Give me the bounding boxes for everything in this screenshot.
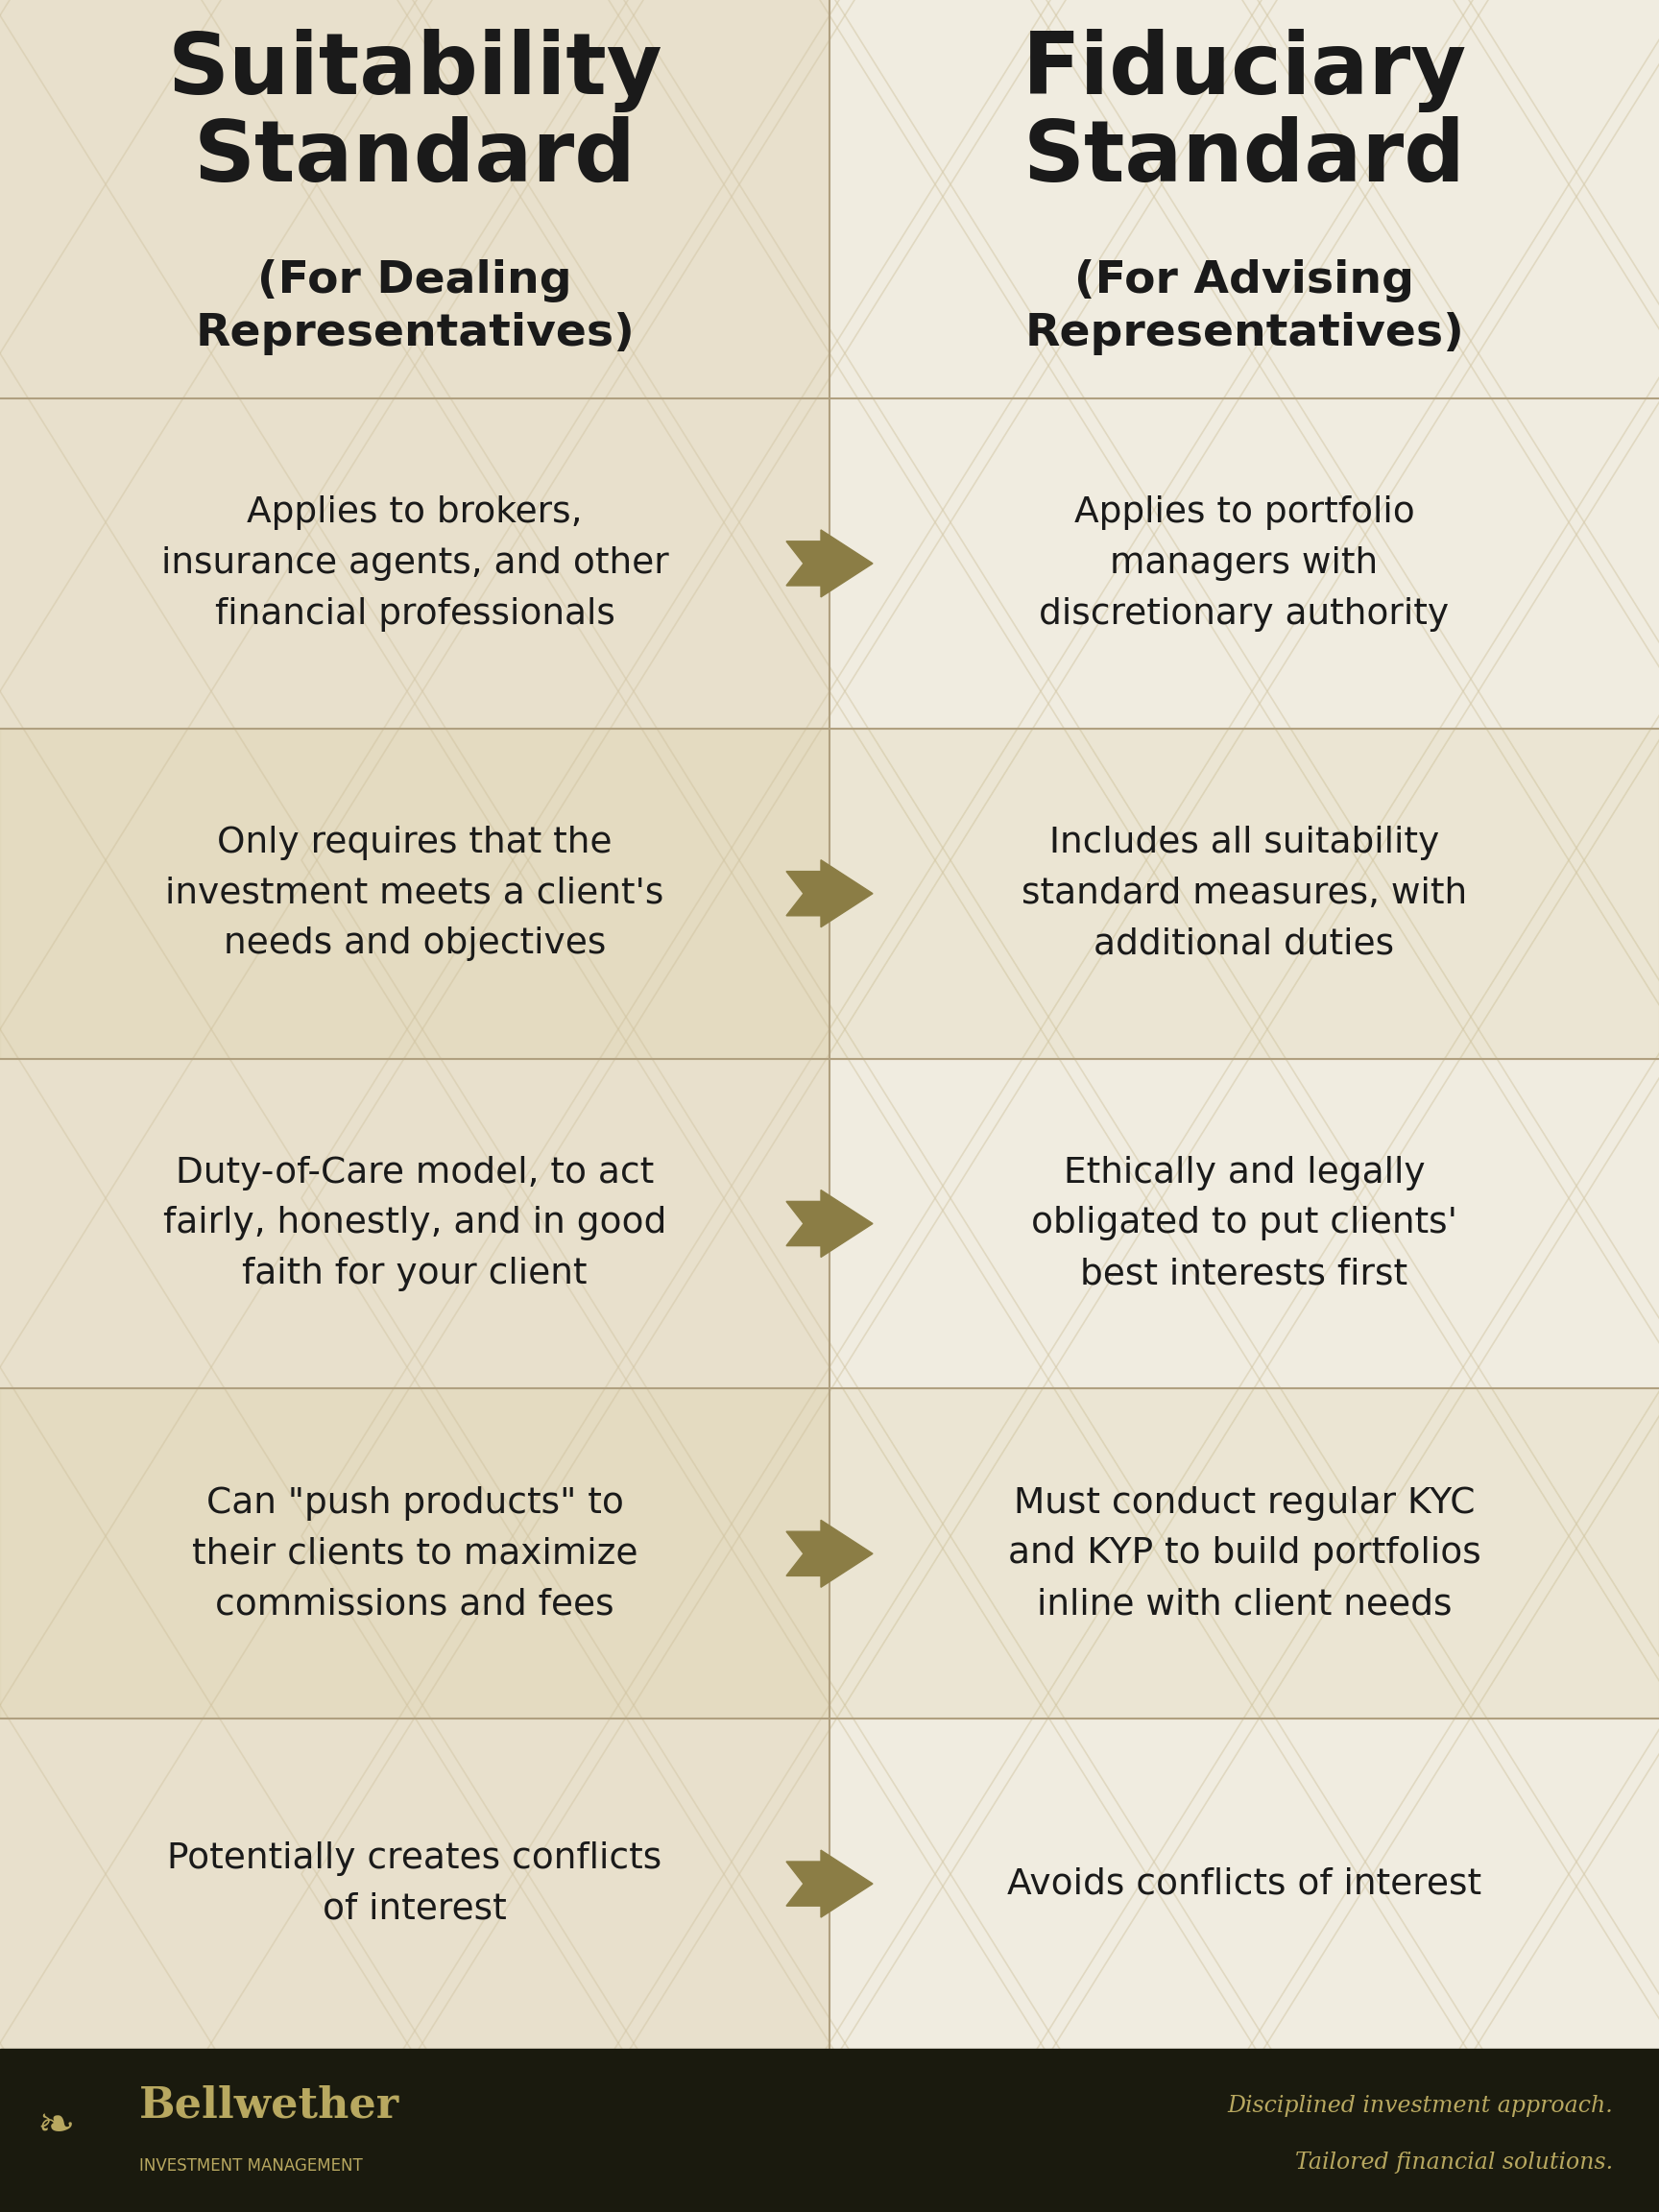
- Text: Potentially creates conflicts
of interest: Potentially creates conflicts of interes…: [168, 1840, 662, 1927]
- Text: Applies to brokers,
insurance agents, and other
financial professionals: Applies to brokers, insurance agents, an…: [161, 495, 669, 630]
- Polygon shape: [786, 860, 873, 927]
- Text: Suitability
Standard: Suitability Standard: [168, 29, 662, 199]
- Bar: [0, 728, 1659, 1060]
- Text: Fiduciary
Standard: Fiduciary Standard: [1022, 29, 1467, 199]
- Text: Duty-of-Care model, to act
fairly, honestly, and in good
faith for your client: Duty-of-Care model, to act fairly, hones…: [163, 1155, 667, 1292]
- Text: Includes all suitability
standard measures, with
additional duties: Includes all suitability standard measur…: [1022, 825, 1467, 962]
- Text: (For Dealing
Representatives): (For Dealing Representatives): [196, 259, 634, 356]
- Text: Tailored financial solutions.: Tailored financial solutions.: [1296, 2152, 1613, 2174]
- Polygon shape: [786, 1520, 873, 1588]
- Text: Applies to portfolio
managers with
discretionary authority: Applies to portfolio managers with discr…: [1039, 495, 1450, 630]
- Bar: [830, 0, 1659, 2212]
- Text: Can "push products" to
their clients to maximize
commissions and fees: Can "push products" to their clients to …: [192, 1486, 637, 1621]
- Polygon shape: [786, 1190, 873, 1256]
- Bar: [0, 1389, 1659, 1719]
- Text: INVESTMENT MANAGEMENT: INVESTMENT MANAGEMENT: [139, 2157, 363, 2174]
- Polygon shape: [786, 531, 873, 597]
- Polygon shape: [786, 1849, 873, 1918]
- Text: (For Advising
Representatives): (For Advising Representatives): [1025, 259, 1463, 356]
- Text: Ethically and legally
obligated to put clients'
best interests first: Ethically and legally obligated to put c…: [1032, 1155, 1457, 1292]
- Text: Must conduct regular KYC
and KYP to build portfolios
inline with client needs: Must conduct regular KYC and KYP to buil…: [1007, 1486, 1481, 1621]
- Text: Disciplined investment approach.: Disciplined investment approach.: [1228, 2095, 1613, 2117]
- Text: Only requires that the
investment meets a client's
needs and objectives: Only requires that the investment meets …: [166, 825, 664, 962]
- Text: ❧: ❧: [36, 2106, 75, 2148]
- Text: Bellwether: Bellwether: [139, 2086, 400, 2126]
- Bar: [0, 2048, 1659, 2212]
- Text: Avoids conflicts of interest: Avoids conflicts of interest: [1007, 1867, 1481, 1900]
- Bar: [0, 0, 830, 2212]
